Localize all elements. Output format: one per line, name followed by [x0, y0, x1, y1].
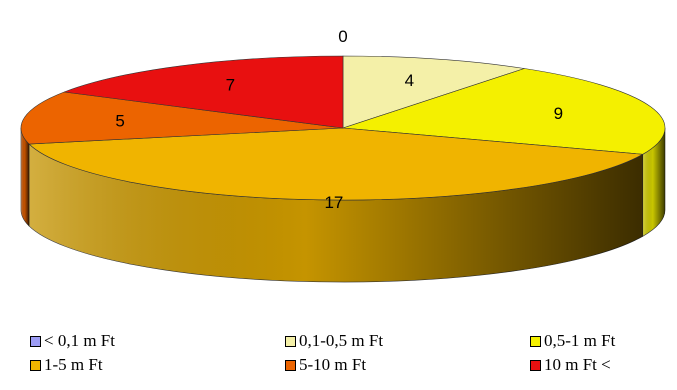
legend-swatch-3	[530, 335, 541, 347]
legend-item-3: 0,5-1 m Ft	[530, 330, 615, 352]
pie-wall-shading-5-10-m-ft	[21, 128, 30, 227]
legend-label-4: 1-5 m Ft	[44, 355, 103, 374]
legend: < 0,1 m Ft 0,1-0,5 m Ft 0,5-1 m Ft 1-5 m…	[0, 330, 677, 390]
pie-wall-shading-1-5-m-ft	[29, 144, 643, 282]
legend-label-3: 0,5-1 m Ft	[544, 331, 616, 350]
legend-label-6: 10 m Ft <	[544, 355, 611, 374]
legend-label-2: 0,1-0,5 m Ft	[299, 331, 384, 350]
legend-swatch-6	[530, 359, 541, 371]
pie-slice-10-m-ft	[64, 55, 344, 129]
data-label-1-5-m-ft: 17	[324, 193, 343, 212]
data-label-10-m-ft: 7	[226, 75, 235, 94]
data-label-0-1-m-ft: 0	[338, 27, 347, 46]
pie-slice-0-1-0-5-m-ft	[342, 55, 525, 129]
legend-swatch-4	[30, 359, 41, 371]
legend-item-5: 5-10 m Ft	[285, 354, 366, 376]
pie-side-walls	[20, 127, 666, 283]
data-label-5-10-m-ft: 5	[115, 112, 124, 131]
legend-swatch-1	[30, 335, 41, 347]
pie-top-faces	[20, 55, 666, 201]
legend-swatch-2	[285, 335, 296, 347]
legend-item-6: 10 m Ft <	[530, 354, 611, 376]
pie-chart-svg: 0 4 9 17 5 7	[20, 27, 666, 283]
legend-item-2: 0,1-0,5 m Ft	[285, 330, 383, 352]
legend-item-1: < 0,1 m Ft	[30, 330, 115, 352]
pie-slice-1-5-m-ft	[28, 127, 644, 201]
legend-item-4: 1-5 m Ft	[30, 354, 103, 376]
data-label-0-1-0-5-m-ft: 4	[405, 71, 414, 90]
pie-slice-5-10-m-ft	[20, 91, 344, 145]
legend-label-1: < 0,1 m Ft	[44, 331, 115, 350]
pie-wall-shading-0-5-1-m-ft	[642, 128, 665, 237]
pie-slice-0-5-1-m-ft	[342, 68, 666, 155]
data-label-0-5-1-m-ft: 9	[554, 104, 563, 123]
legend-swatch-5	[285, 359, 296, 371]
pie-chart: 0 4 9 17 5 7	[20, 27, 666, 283]
legend-label-5: 5-10 m Ft	[299, 355, 367, 374]
pie-data-labels: 0 4 9 17 5 7	[115, 27, 563, 212]
